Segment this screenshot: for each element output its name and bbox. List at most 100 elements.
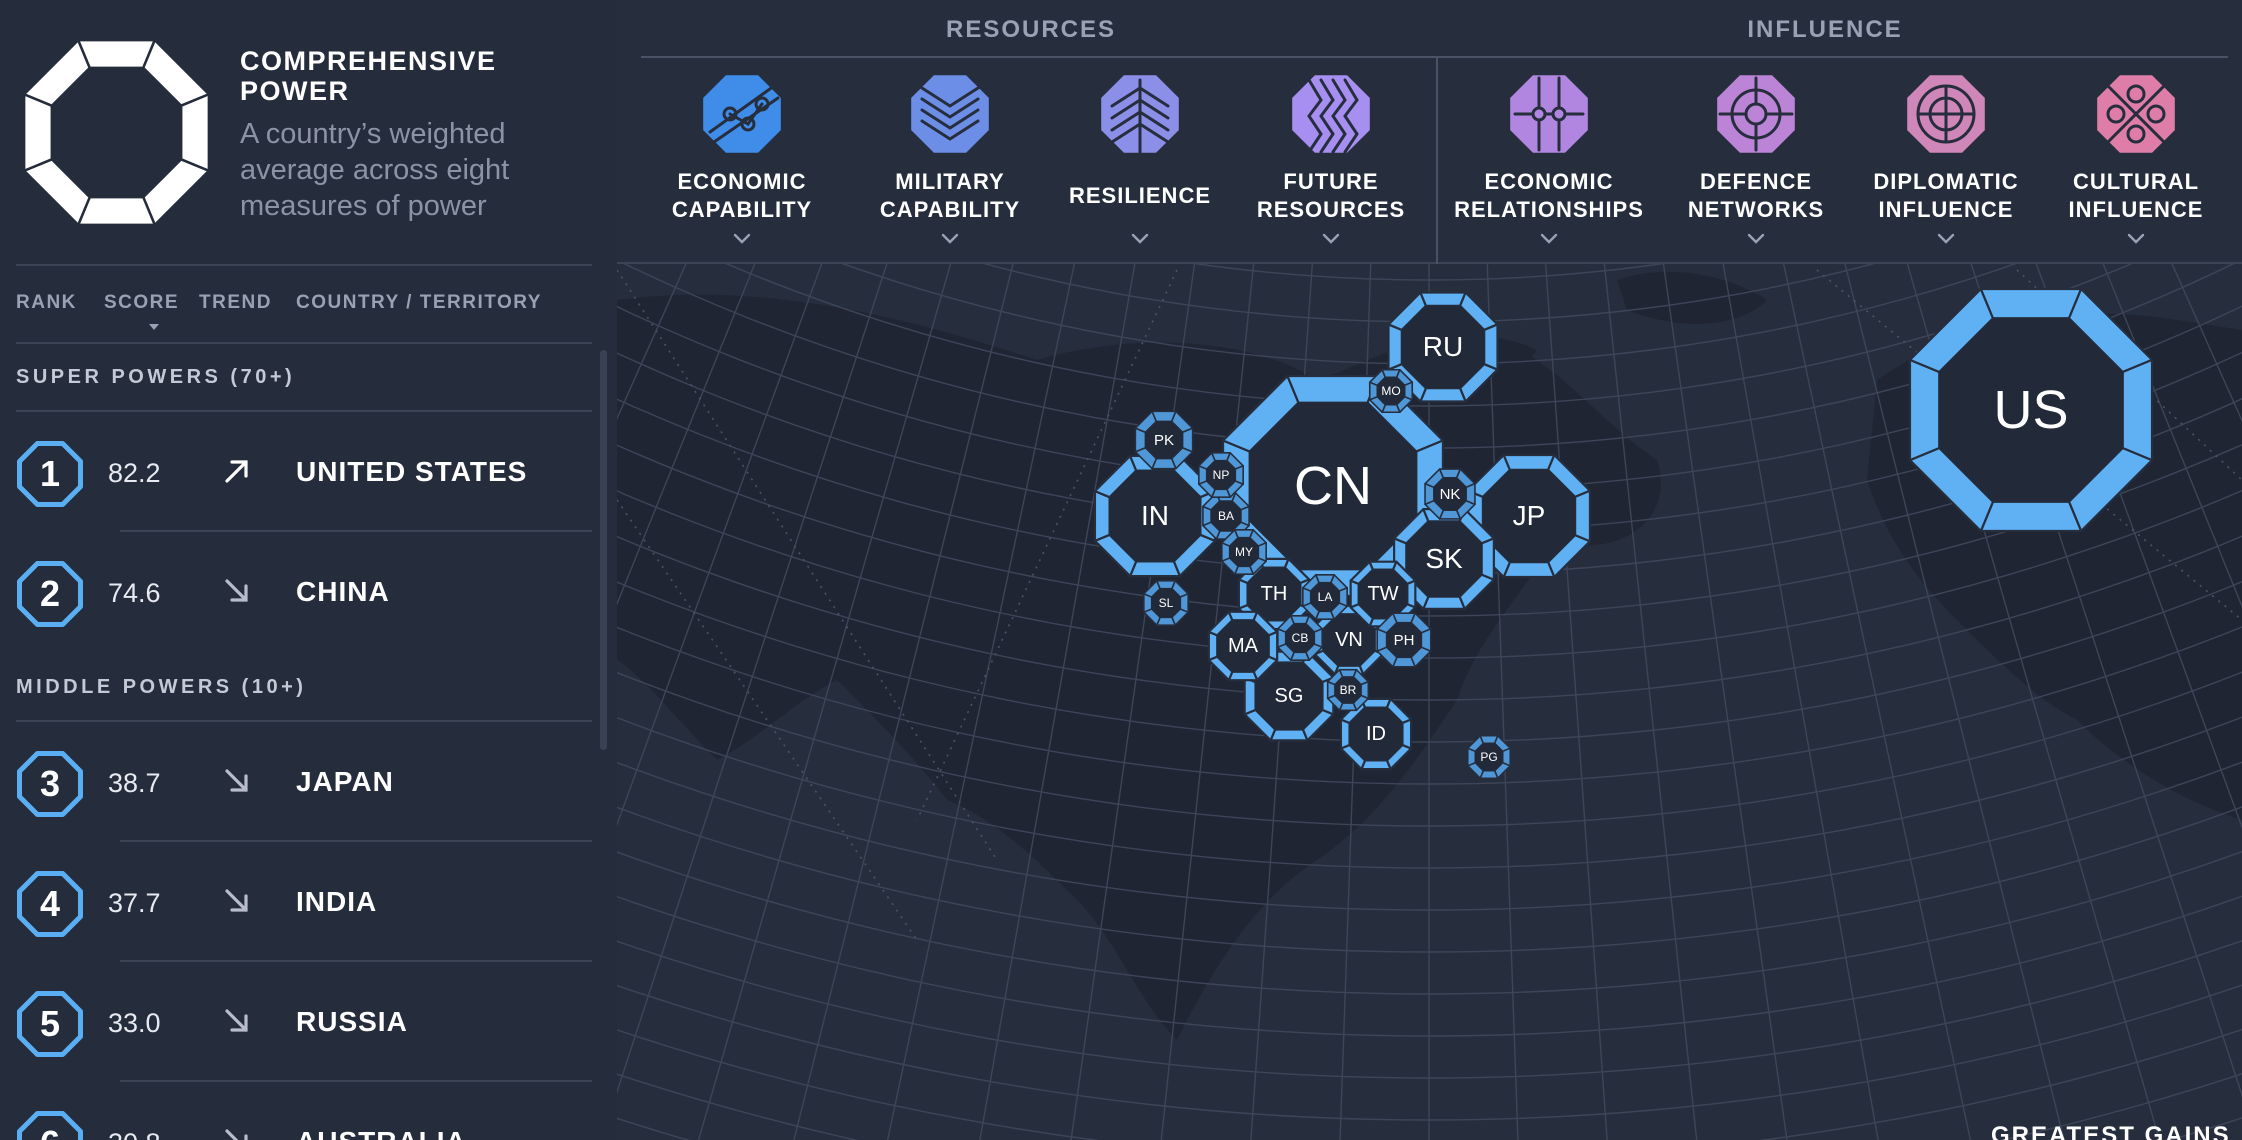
country-code-label: TH [1260,582,1288,605]
country-marker-my[interactable]: MY [1219,527,1269,577]
country-code-label: BA [1217,509,1234,523]
octagon-marker-icon [1376,612,1432,668]
measure-label-line2: RESOURCES [1256,197,1406,222]
country-code-label: LA [1317,590,1333,604]
economic-capability-icon [703,75,781,153]
measure-label: DEFENCE NETWORKS [1656,168,1856,224]
measure-tab-future-resources[interactable]: FUTURE RESOURCES [1231,72,1431,262]
measure-tab-economic-relationships[interactable]: ECONOMIC RELATIONSHIPS [1449,72,1649,262]
country-name: JAPAN [296,766,394,797]
chevron-down-icon [2127,233,2145,244]
economic-relationships-icon [1510,75,1588,153]
ranking-row[interactable]: 6 30.8 AUSTRALIA [14,1100,592,1140]
rank-number: 2 [39,573,61,614]
ranking-row[interactable]: 5 33.0 RUSSIA [14,980,592,1062]
measure-label-line2: INFLUENCE [2068,197,2204,222]
measure-tab-cultural-influence[interactable]: CULTURAL INFLUENCE [2036,72,2236,262]
country-marker-pg[interactable]: PG [1465,733,1513,781]
rank-number: 3 [39,763,61,804]
measures-bar: RESOURCES INFLUENCE ECONOMIC CAPABILITY MI… [617,0,2242,264]
score-value: 74.6 [108,578,161,608]
rank-number: 4 [39,883,61,924]
country-code-label: CN [1294,456,1372,516]
measure-tab-economic-capability[interactable]: ECONOMIC CAPABILITY [642,72,842,262]
country-marker-mo[interactable]: MO [1367,367,1415,415]
country-marker-br[interactable]: BR [1325,667,1371,713]
country-code-label: NP [1212,468,1230,482]
country-column-header[interactable]: COUNTRY / TERRITORY [296,292,542,313]
rank-column-header[interactable]: RANK [16,292,77,313]
rank-number: 6 [14,1108,86,1140]
country-marker-np[interactable]: NP [1196,450,1246,500]
country-code-label: US [1993,380,2069,440]
measure-tab-diplomatic-influence[interactable]: DIPLOMATIC INFLUENCE [1846,72,2046,262]
measure-label: MILITARY CAPABILITY [850,168,1050,224]
country-marker-ma[interactable]: MA [1205,608,1281,684]
octagon-marker-icon [1908,287,2154,533]
country-marker-sl[interactable]: SL [1141,578,1191,628]
divider [16,720,592,722]
octagon-marker-icon [1134,410,1194,470]
country-code-label: CB [1291,631,1309,645]
country-marker-ph[interactable]: PH [1374,610,1434,670]
country-code-label: SL [1158,596,1174,610]
country-marker-nk[interactable]: NK [1422,466,1478,522]
score-column-header[interactable]: SCORE [104,292,180,313]
ranking-table-header: RANK SCORE TREND COUNTRY / TERRITORY [16,292,592,330]
country-marker-tw[interactable]: TW [1347,558,1419,630]
military-capability-icon [911,75,989,153]
trend-down-arrow-icon [225,579,248,602]
measure-tab-defence-networks[interactable]: DEFENCE NETWORKS [1656,72,1856,262]
tier-label-middle-powers: MIDDLE POWERS (10+) [16,676,307,698]
country-marker-us[interactable]: US [1899,278,2163,542]
row-separator [120,530,592,532]
country-marker-pk[interactable]: PK [1132,408,1196,472]
measure-label-line1: MILITARY [895,169,1005,194]
measure-label-line1: DEFENCE [1699,169,1813,194]
ranking-row[interactable]: 3 38.7 JAPAN [14,740,592,822]
country-code-label: ID [1366,722,1386,745]
ranking-row[interactable]: 4 37.7 INDIA [14,860,592,942]
octagon-badge-icon [17,561,83,627]
octagon-badge-icon [17,441,83,507]
measure-label: ECONOMIC RELATIONSHIPS [1449,168,1649,224]
country-marker-cb[interactable]: CB [1275,613,1325,663]
measure-label: CULTURAL INFLUENCE [2036,168,2236,224]
country-marker-la[interactable]: LA [1300,572,1350,622]
country-code-label: TW [1367,582,1399,605]
tier-label-super-powers: SUPER POWERS (70+) [16,366,296,388]
octagon-marker-icon [1349,560,1417,628]
chevron-down-icon [1131,233,1149,244]
trend-column-header[interactable]: TREND [199,292,272,313]
comprehensive-power-description: A country’s weighted average across eigh… [240,118,510,222]
measure-label-line2: NETWORKS [1687,197,1825,222]
rank-badge: 6 [14,1108,86,1140]
measure-label-line1: RESILIENCE [1068,183,1212,208]
octagon-marker-icon [1198,452,1244,498]
measure-tab-resilience[interactable]: RESILIENCE [1040,72,1240,262]
score-value: 82.2 [108,458,161,488]
measure-label-line1: FUTURE [1283,169,1379,194]
measure-label: RESILIENCE [1040,182,1240,210]
country-code-label: PK [1153,431,1174,449]
measure-tab-military-capability[interactable]: MILITARY CAPABILITY [850,72,1050,262]
defence-networks-icon [1717,75,1795,153]
score-value: 30.8 [108,1128,161,1140]
country-code-label: RU [1422,331,1464,362]
country-code-label: BR [1339,683,1357,697]
comprehensive-power-hero: COMPREHENSIVE POWER A country’s weighted… [14,30,594,235]
octagon-marker-icon [1221,529,1267,575]
ranking-row[interactable]: 2 74.6 CHINA [14,550,592,632]
rank-badge: 3 [14,748,86,820]
measure-label-line2: INFLUENCE [1878,197,2014,222]
sidebar-scrollbar[interactable] [600,350,607,750]
measure-label: DIPLOMATIC INFLUENCE [1846,168,2046,224]
country-code-label: JP [1512,500,1546,531]
ranking-row[interactable]: 1 82.2 UNITED STATES [14,430,592,512]
octagon-marker-icon [1302,574,1348,620]
octagon-badge-icon [17,991,83,1057]
trend-down-arrow-icon [225,1129,248,1140]
chevron-down-icon [1540,233,1558,244]
country-code-label: PG [1480,750,1498,764]
divider [16,264,592,266]
